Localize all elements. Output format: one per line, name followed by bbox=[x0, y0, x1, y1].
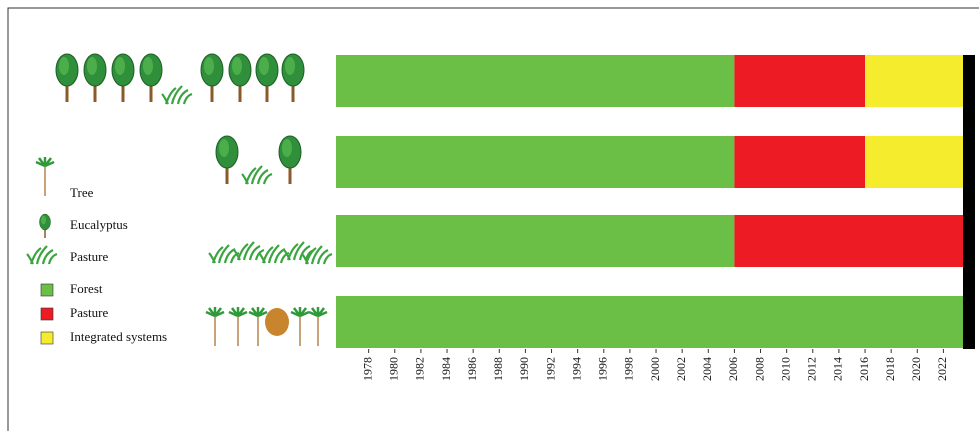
legend-label: Tree bbox=[70, 185, 94, 200]
bar-segment bbox=[336, 55, 735, 107]
x-tick-label: 2020 bbox=[909, 357, 923, 381]
bar-segment bbox=[734, 136, 866, 188]
bar-segment bbox=[865, 136, 963, 188]
frame bbox=[7, 7, 979, 431]
legend-label: Pasture bbox=[70, 249, 109, 264]
legend-label: Eucalyptus bbox=[70, 217, 128, 232]
x-tick-label: 2004 bbox=[700, 357, 714, 381]
legend-label: Forest bbox=[70, 281, 103, 296]
row-icons bbox=[25, 53, 334, 348]
x-tick-label: 1998 bbox=[622, 357, 636, 381]
end-marker bbox=[963, 55, 975, 349]
x-tick-label: 2006 bbox=[726, 357, 740, 381]
bar-segment bbox=[734, 215, 963, 267]
x-tick-label: 1990 bbox=[517, 357, 531, 381]
x-tick-label: 2010 bbox=[778, 357, 792, 381]
x-tick-label: 2008 bbox=[752, 357, 766, 381]
x-tick-label: 2014 bbox=[831, 357, 845, 381]
legend-swatch bbox=[40, 307, 54, 321]
x-tick-label: 2016 bbox=[857, 357, 871, 381]
x-tick-label: 2000 bbox=[648, 357, 662, 381]
x-tick-label: 1982 bbox=[413, 357, 427, 381]
legend-label: Integrated systems bbox=[70, 329, 167, 344]
legend-swatch bbox=[40, 283, 54, 297]
legend-label: Pasture bbox=[70, 305, 109, 320]
bar-segment bbox=[734, 55, 866, 107]
x-tick-label: 1996 bbox=[596, 357, 610, 381]
x-tick-label: 2018 bbox=[883, 357, 897, 381]
x-tick-label: 2002 bbox=[674, 357, 688, 381]
bar-segment bbox=[336, 296, 963, 348]
x-tick-label: 1978 bbox=[360, 357, 374, 381]
legend-swatch bbox=[40, 331, 54, 345]
x-tick-label: 2022 bbox=[935, 357, 949, 381]
x-tick-label: 1988 bbox=[491, 357, 505, 381]
x-tick-label: 2012 bbox=[805, 357, 819, 381]
x-tick-label: 1980 bbox=[387, 357, 401, 381]
bar-segment bbox=[336, 215, 735, 267]
bar-segment bbox=[865, 55, 963, 107]
x-tick-label: 1984 bbox=[439, 357, 453, 381]
x-tick-label: 1994 bbox=[569, 357, 583, 381]
x-tick-label: 1992 bbox=[543, 357, 557, 381]
bar-segment bbox=[336, 136, 735, 188]
x-tick-label: 1986 bbox=[465, 357, 479, 381]
